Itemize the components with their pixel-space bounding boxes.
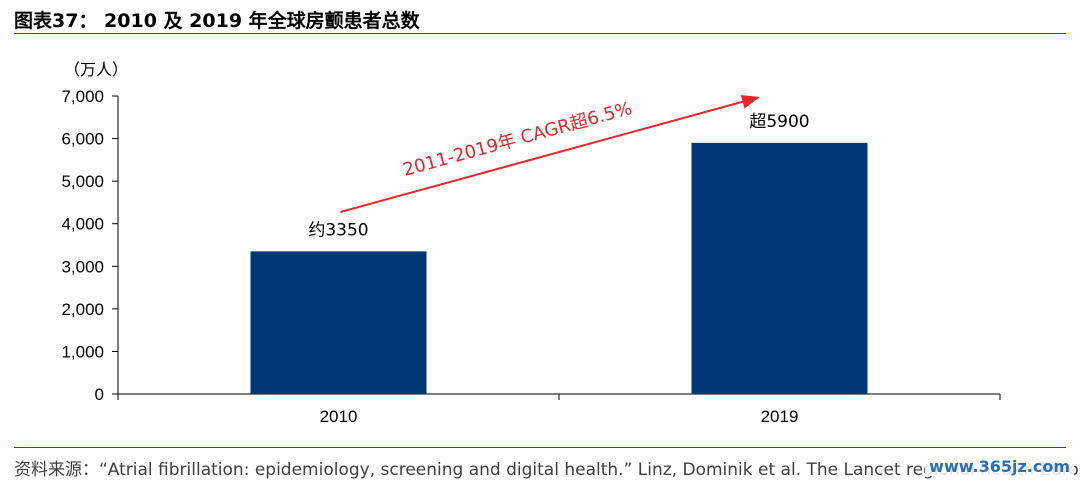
cagr-label: 2011-2019年 CAGR超6.5% — [401, 98, 635, 181]
bar-2019 — [691, 142, 868, 394]
y-tick-label: 4,000 — [61, 215, 104, 234]
x-axis: 2010 2019 — [117, 393, 1001, 426]
y-unit-label: （万人） — [64, 60, 128, 79]
bars-group — [250, 142, 868, 394]
data-label-2019: 超5900 — [749, 112, 809, 132]
data-labels-group: 约3350 超5900 — [308, 112, 809, 241]
page-title: 图表37： 2010 及 2019 年全球房颤患者总数 — [14, 10, 420, 32]
y-tick-label: 5,000 — [61, 172, 104, 191]
bar-2010 — [250, 251, 427, 394]
y-tick-label: 2,000 — [61, 300, 104, 319]
y-tick-label: 7,000 — [61, 87, 104, 106]
y-axis: 0 1,000 2,000 3,000 4,000 5,000 6,000 7,000 — [61, 87, 119, 404]
x-tick-label: 2010 — [320, 407, 358, 426]
bar-chart: 0 1,000 2,000 3,000 4,000 5,000 6,000 7,000 201… — [61, 60, 1001, 426]
data-label-2010: 约3350 — [308, 220, 368, 240]
y-tick-label: 6,000 — [61, 130, 104, 149]
x-tick-label: 2019 — [761, 407, 799, 426]
footer-divider — [14, 447, 1066, 448]
title-divider — [14, 33, 1066, 34]
watermark: www.365jz.com — [925, 457, 1074, 476]
y-tick-label: 1,000 — [61, 342, 104, 361]
source-note: 资料来源：“Atrial fibrillation: epidemiology,… — [14, 460, 1080, 480]
y-tick-label: 3,000 — [61, 257, 104, 276]
y-tick-label: 0 — [95, 385, 104, 404]
trend-arrow-head — [740, 95, 760, 109]
trend-arrow-line — [340, 100, 743, 213]
